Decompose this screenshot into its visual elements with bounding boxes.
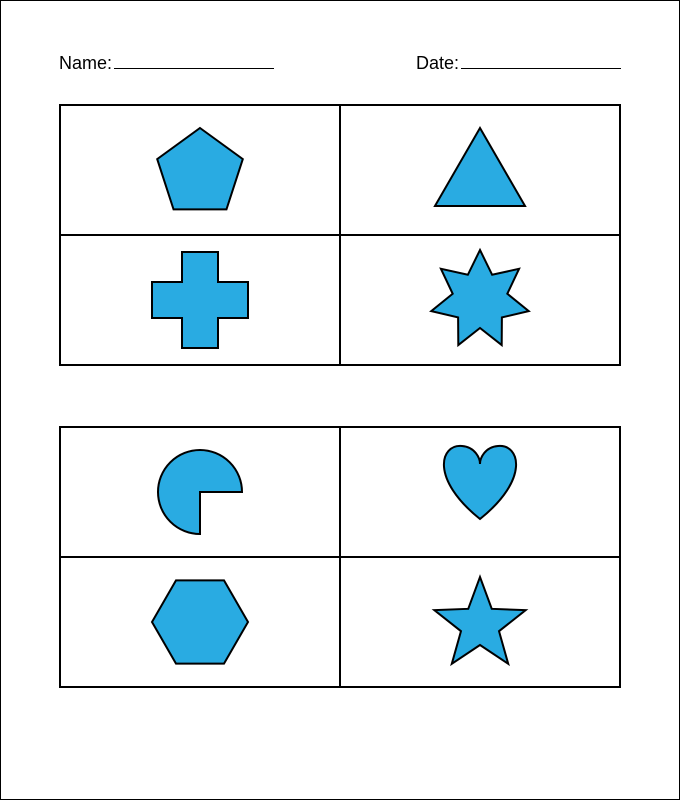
shape-cell-hexagon — [60, 557, 340, 687]
name-blank-line — [114, 51, 274, 69]
shape-grid-1 — [59, 104, 621, 366]
shape-cell-seven-pointed-star — [340, 235, 620, 365]
shape-cell-three-quarter-circle — [60, 427, 340, 557]
shape-cell-cross — [60, 235, 340, 365]
date-field: Date: — [416, 51, 621, 74]
cross-icon — [145, 245, 255, 355]
name-label: Name: — [59, 53, 112, 74]
pentagon-icon — [145, 115, 255, 225]
seven-pointed-star-icon — [425, 245, 535, 355]
date-label: Date: — [416, 53, 459, 74]
shape-cell-five-pointed-star — [340, 557, 620, 687]
triangle-icon — [425, 115, 535, 225]
name-field: Name: — [59, 51, 274, 74]
worksheet-grids — [59, 104, 621, 688]
worksheet-header: Name: Date: — [59, 51, 621, 74]
shape-cell-heart — [340, 427, 620, 557]
three-quarter-circle-icon — [145, 437, 255, 547]
hexagon-icon — [145, 567, 255, 677]
grid-spacer — [59, 366, 621, 426]
shape-grid-2 — [59, 426, 621, 688]
shape-cell-pentagon — [60, 105, 340, 235]
date-blank-line — [461, 51, 621, 69]
shape-cell-triangle — [340, 105, 620, 235]
five-pointed-star-icon — [425, 567, 535, 677]
heart-icon — [425, 437, 535, 547]
